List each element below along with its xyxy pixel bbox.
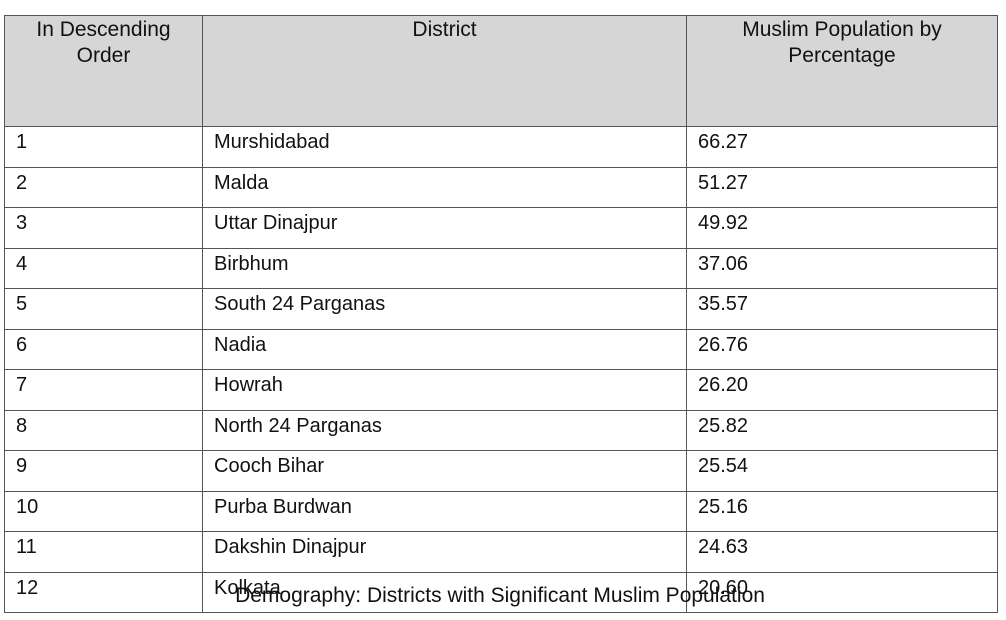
districts-table: In Descending Order District Muslim Popu…: [4, 15, 998, 613]
district-cell: North 24 Parganas: [202, 409, 687, 451]
table-row: 4 Birbhum 37.06: [4, 247, 998, 289]
rank-cell: 6: [4, 328, 203, 370]
percentage-cell: 25.82: [686, 409, 998, 451]
district-cell: Dakshin Dinajpur: [202, 531, 687, 573]
district-cell: Kolkata: [202, 571, 687, 613]
rank-cell: 9: [4, 450, 203, 492]
percentage-cell: 20.60: [686, 571, 998, 613]
district-cell: South 24 Parganas: [202, 288, 687, 330]
table-row: 6 Nadia 26.76: [4, 328, 998, 370]
table-row: 11 Dakshin Dinajpur 24.63: [4, 531, 998, 573]
rank-cell: 10: [4, 490, 203, 532]
percentage-cell: 25.16: [686, 490, 998, 532]
table-row: 5 South 24 Parganas 35.57: [4, 288, 998, 330]
rank-cell: 3: [4, 207, 203, 249]
table-row: 12 Kolkata 20.60: [4, 571, 998, 613]
table-row: 3 Uttar Dinajpur 49.92: [4, 207, 998, 249]
table-row: 10 Purba Burdwan 25.16: [4, 490, 998, 532]
district-cell: Murshidabad: [202, 126, 687, 168]
table-row: 1 Murshidabad 66.27: [4, 126, 998, 168]
rank-cell: 4: [4, 247, 203, 289]
table-row: 9 Cooch Bihar 25.54: [4, 450, 998, 492]
percentage-cell: 26.76: [686, 328, 998, 370]
rank-cell: 5: [4, 288, 203, 330]
header-row: In Descending Order District Muslim Popu…: [4, 15, 998, 127]
percentage-cell: 35.57: [686, 288, 998, 330]
table-body: 1 Murshidabad 66.27 2 Malda 51.27 3 Utta…: [4, 126, 998, 613]
rank-cell: 8: [4, 409, 203, 451]
district-cell: Purba Burdwan: [202, 490, 687, 532]
percentage-cell: 25.54: [686, 450, 998, 492]
district-cell: Howrah: [202, 369, 687, 411]
rank-cell: 12: [4, 571, 203, 613]
percentage-cell: 24.63: [686, 531, 998, 573]
table-container: In Descending Order District Muslim Popu…: [4, 15, 998, 613]
district-cell: Uttar Dinajpur: [202, 207, 687, 249]
district-cell: Birbhum: [202, 247, 687, 289]
percentage-cell: 51.27: [686, 166, 998, 208]
rank-cell: 1: [4, 126, 203, 168]
percentage-cell: 66.27: [686, 126, 998, 168]
rank-cell: 2: [4, 166, 203, 208]
header-district: District: [202, 15, 687, 127]
table-row: 2 Malda 51.27: [4, 166, 998, 208]
percentage-cell: 26.20: [686, 369, 998, 411]
district-cell: Malda: [202, 166, 687, 208]
percentage-cell: 37.06: [686, 247, 998, 289]
header-rank: In Descending Order: [4, 15, 203, 127]
rank-cell: 7: [4, 369, 203, 411]
table-caption: Demography: Districts with Significant M…: [235, 584, 765, 607]
percentage-cell: 49.92: [686, 207, 998, 249]
district-cell: Cooch Bihar: [202, 450, 687, 492]
table-header: In Descending Order District Muslim Popu…: [4, 15, 998, 127]
table-row: 7 Howrah 26.20: [4, 369, 998, 411]
district-cell: Nadia: [202, 328, 687, 370]
table-row: 8 North 24 Parganas 25.82: [4, 409, 998, 451]
header-percentage: Muslim Population by Percentage: [686, 15, 998, 127]
rank-cell: 11: [4, 531, 203, 573]
